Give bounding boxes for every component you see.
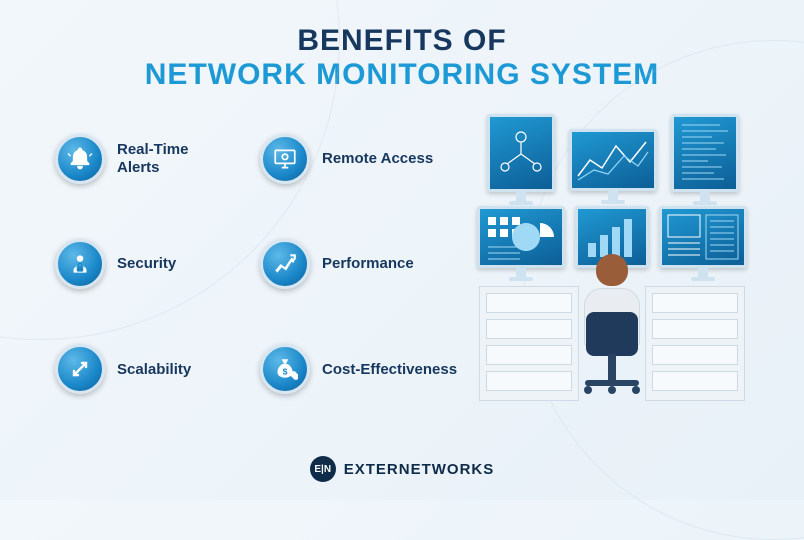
money-bag-icon: $ xyxy=(260,344,310,394)
brand-logo-icon: E|N xyxy=(310,456,336,482)
footer: E|N EXTERNETWORKS xyxy=(0,456,804,482)
benefit-scalability: Scalability xyxy=(55,335,260,404)
monitor xyxy=(477,206,565,268)
monitor xyxy=(671,114,739,192)
monitor xyxy=(569,129,657,191)
benefit-label: Performance xyxy=(322,255,414,272)
monitor xyxy=(659,206,747,268)
svg-text:$: $ xyxy=(283,367,288,377)
benefit-cost-effectiveness: $ Cost-Effectiveness xyxy=(260,335,465,404)
benefit-label: Scalability xyxy=(117,361,191,378)
cabinet xyxy=(479,286,579,401)
monitor xyxy=(487,114,555,192)
person-operator xyxy=(582,254,642,404)
cabinet xyxy=(645,286,745,401)
expand-arrows-icon xyxy=(55,344,105,394)
trend-up-icon xyxy=(260,239,310,289)
benefit-performance: Performance xyxy=(260,229,465,298)
benefit-label: Cost-Effectiveness xyxy=(322,361,457,378)
brand-name: EXTERNETWORKS xyxy=(344,461,495,478)
benefit-label: Remote Access xyxy=(322,150,433,167)
illustration-operator xyxy=(467,114,764,404)
